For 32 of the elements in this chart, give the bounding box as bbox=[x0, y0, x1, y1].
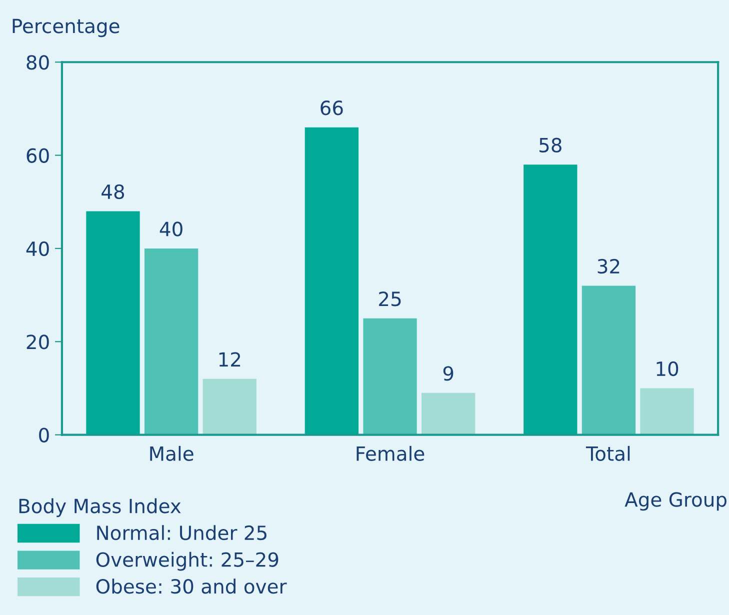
data-label: 58 bbox=[540, 138, 562, 153]
legend-label: Overweight: 25–29 bbox=[96, 552, 278, 571]
bar bbox=[363, 318, 417, 435]
data-label: 10 bbox=[656, 361, 678, 376]
y-axis-title: Percentage bbox=[12, 18, 120, 38]
x-axis-title: Age Group bbox=[624, 492, 726, 511]
bar bbox=[144, 248, 198, 435]
data-label: 32 bbox=[598, 258, 620, 274]
legend-title: Body Mass Index bbox=[19, 498, 181, 518]
x-tick-label: Female bbox=[356, 446, 424, 461]
bar bbox=[640, 388, 694, 435]
legend-label: Normal: Under 25 bbox=[97, 525, 266, 540]
data-label: 9 bbox=[443, 366, 454, 381]
x-tick-label: Total bbox=[586, 446, 630, 461]
y-tick-label: 40 bbox=[26, 241, 49, 256]
y-tick-label: 20 bbox=[26, 334, 49, 350]
legend-label: Obese: 30 and over bbox=[96, 578, 287, 594]
bar bbox=[86, 211, 140, 435]
data-label: 66 bbox=[320, 100, 343, 116]
y-tick-label: 0 bbox=[39, 428, 49, 442]
bar bbox=[524, 164, 578, 435]
bar bbox=[202, 378, 256, 435]
data-label: 12 bbox=[219, 352, 240, 367]
bar bbox=[582, 286, 636, 435]
bar bbox=[422, 392, 476, 435]
data-label: 40 bbox=[160, 222, 182, 236]
data-label: 25 bbox=[379, 292, 401, 306]
y-tick-label: 60 bbox=[26, 148, 49, 163]
data-label: 48 bbox=[102, 184, 124, 200]
y-tick-label: 80 bbox=[26, 55, 49, 70]
bar bbox=[304, 127, 359, 435]
x-tick-label: Male bbox=[150, 446, 194, 461]
